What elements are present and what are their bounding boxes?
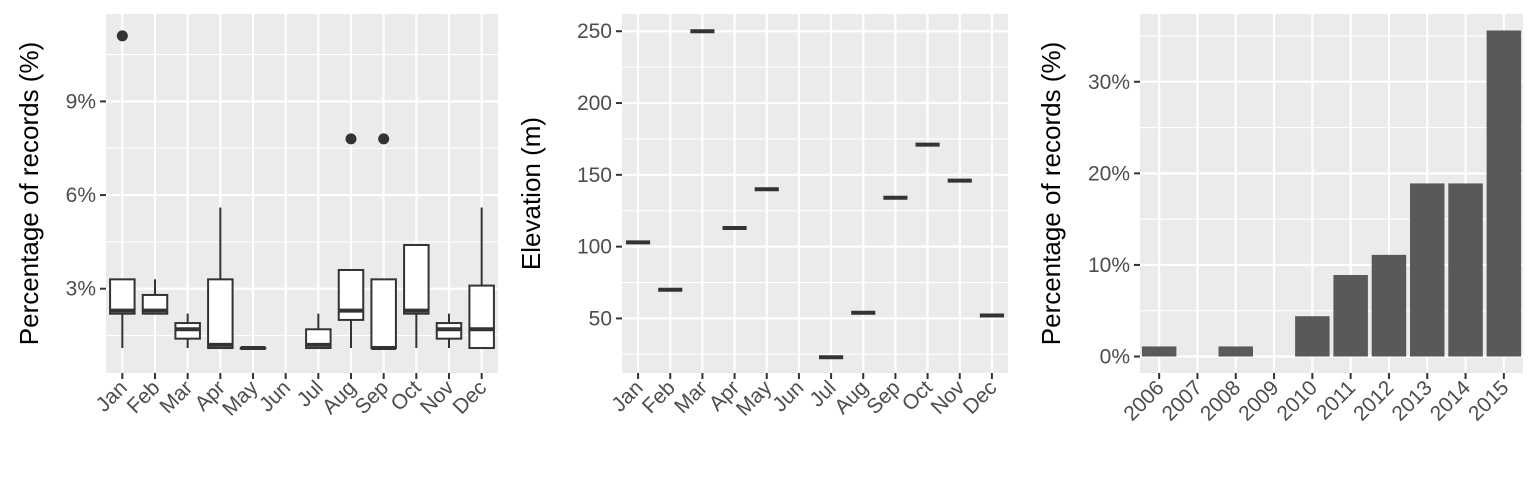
y-tick-label: 9% (66, 90, 96, 113)
y-tick-label: 20% (1088, 162, 1130, 185)
box-jul (305, 313, 332, 350)
x-tick-label: Dec (959, 376, 1002, 419)
monthly-records-boxplot: 3%6%9%JanFebMarAprMayJunJulAugSepOctNovD… (14, 14, 498, 421)
x-tick-label: Dec (449, 376, 492, 419)
box-jan (109, 30, 136, 349)
y-axis-title: Percentage of records (%) (14, 42, 44, 345)
box-may (239, 346, 267, 351)
box-body (207, 278, 234, 350)
y-tick-label: 6% (66, 184, 96, 207)
monthly-elevation-boxplot: 50100150200250JanFebMarAprMayJunJulAugSe… (516, 14, 1008, 421)
x-tick-label: 2009 (1234, 376, 1283, 425)
x-tick-label: Jan (607, 376, 647, 416)
bar-2006 (1141, 346, 1177, 357)
bar-2012 (1371, 254, 1407, 357)
y-axis-title: Percentage of records (%) (1036, 42, 1066, 345)
x-tick-label: 2013 (1387, 376, 1436, 425)
y-tick-label: 30% (1088, 71, 1130, 94)
panel-background (106, 14, 498, 373)
y-tick-label: 250 (577, 20, 612, 43)
outlier-point (116, 30, 128, 42)
box-body (403, 244, 430, 315)
bar-2011 (1333, 275, 1368, 357)
y-axis-title: Elevation (m) (516, 117, 546, 270)
x-tick-label: Oct (898, 376, 937, 415)
box-body (109, 278, 136, 315)
bar-2015 (1486, 30, 1522, 357)
y-tick-label: 150 (577, 164, 612, 187)
y-tick-label: 200 (577, 92, 612, 115)
x-tick-label: 2010 (1273, 376, 1322, 425)
outlier-point (378, 133, 390, 145)
box-dec (468, 207, 495, 350)
x-tick-label: Feb (123, 376, 165, 418)
y-tick-label: 50 (589, 307, 612, 330)
x-tick-label: Mar (155, 376, 197, 418)
x-tick-label: Jun (768, 376, 808, 416)
box-body (370, 278, 397, 350)
box-apr (207, 207, 234, 350)
x-tick-label: 2008 (1196, 376, 1245, 425)
outlier-point (345, 133, 357, 145)
y-tick-label: 0% (1100, 346, 1130, 369)
box-mar (174, 313, 201, 349)
x-tick-label: Jan (92, 376, 132, 416)
box-body (468, 284, 495, 350)
bar-2010 (1295, 316, 1330, 357)
x-tick-label: Jun (255, 376, 295, 416)
yearly-records-barchart: 0%10%20%30%20062007200820092010201120122… (1036, 14, 1523, 426)
x-tick-label: 2012 (1349, 376, 1398, 425)
panel-background (622, 14, 1008, 373)
x-tick-label: 2014 (1426, 376, 1476, 426)
y-tick-label: 100 (577, 236, 612, 259)
x-tick-label: Sep (351, 376, 394, 419)
x-tick-label: Aug (318, 376, 361, 419)
y-tick-label: 3% (66, 278, 96, 301)
x-tick-label: Oct (387, 376, 426, 415)
box-sep (370, 133, 397, 351)
y-tick-label: 10% (1088, 254, 1130, 277)
bar-2008 (1218, 346, 1253, 357)
box-feb (141, 279, 169, 315)
x-tick-label: 2011 (1312, 376, 1360, 424)
x-tick-label: 2006 (1119, 376, 1168, 425)
x-tick-label: 2015 (1464, 376, 1513, 425)
x-tick-label: 2007 (1158, 376, 1207, 425)
box-nov (435, 313, 463, 349)
box-oct (403, 244, 430, 349)
bar-2013 (1410, 183, 1445, 357)
box-aug (337, 133, 365, 349)
bar-2014 (1448, 183, 1483, 357)
